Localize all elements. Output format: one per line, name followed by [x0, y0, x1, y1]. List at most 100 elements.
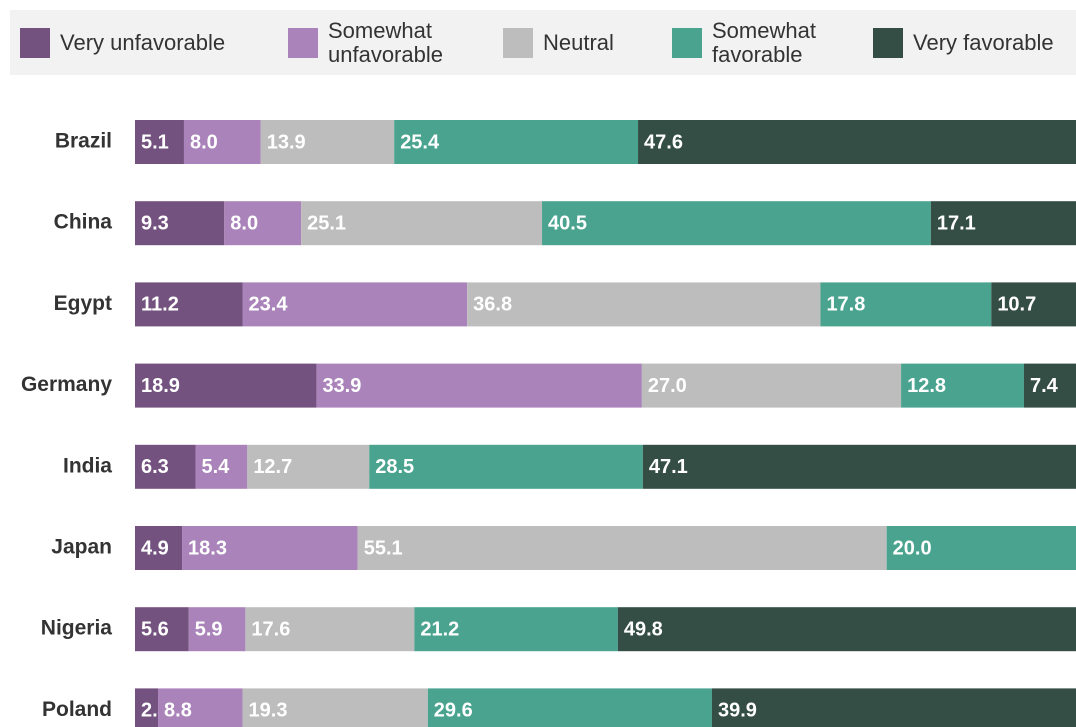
- value-label: 18.9: [141, 375, 180, 397]
- bar-segment: [711, 688, 1076, 727]
- value-label: 36.8: [473, 294, 512, 316]
- bar-segment: [158, 688, 243, 727]
- value-label: 13.9: [267, 131, 306, 153]
- bar-segment: [135, 607, 189, 652]
- legend-label: Very unfavorable: [60, 29, 226, 55]
- bar-segment: [427, 688, 712, 727]
- bar-segment: [901, 363, 1024, 408]
- legend-swatch: [503, 27, 533, 58]
- category-label: India: [63, 454, 112, 477]
- bar-segment: [617, 607, 1076, 652]
- value-label: 7.4: [1030, 375, 1059, 397]
- value-label: 8.8: [164, 700, 192, 722]
- bar-segment: [467, 282, 821, 327]
- value-label: 27.0: [648, 375, 687, 397]
- value-label: 49.8: [624, 618, 663, 640]
- bar-segment: [886, 526, 1076, 570]
- value-label: 5.6: [141, 618, 169, 640]
- bar-segment: [135, 526, 183, 570]
- value-label: 40.5: [548, 212, 587, 234]
- bar-segment: [642, 444, 1076, 489]
- value-label: 12.7: [253, 456, 292, 478]
- bar-segment: [195, 444, 248, 489]
- legend-item: Somewhat unfavorable: [288, 10, 443, 75]
- bar-segment: [224, 201, 302, 246]
- category-label: Japan: [51, 536, 112, 559]
- legend-item: Neutral: [503, 10, 623, 75]
- value-label: 5.9: [195, 618, 223, 640]
- value-label: 25.1: [307, 212, 346, 234]
- bar-segment: [930, 201, 1076, 246]
- bar-segment: [135, 688, 159, 727]
- bar-segment: [991, 282, 1076, 327]
- value-label: 28.5: [375, 456, 414, 478]
- bar-segment: [641, 363, 902, 408]
- bar-segment: [638, 120, 1076, 164]
- bar-segment: [242, 688, 428, 727]
- bar-segment: [357, 526, 887, 570]
- value-label: 10.7: [997, 294, 1036, 316]
- value-label: 25.4: [400, 131, 440, 153]
- value-label: 47.1: [649, 456, 688, 478]
- bar-segment: [301, 201, 543, 246]
- legend-swatch: [20, 27, 50, 58]
- bar-segment: [242, 282, 468, 327]
- value-label: 17.8: [826, 294, 865, 316]
- category-label: Egypt: [54, 292, 112, 315]
- value-label: 11.2: [141, 294, 179, 316]
- value-label: 23.4: [249, 294, 289, 316]
- bar-segment: [820, 282, 992, 327]
- legend: Very unfavorable Somewhat unfavorable Neut…: [10, 10, 1076, 75]
- bar-segment: [414, 607, 618, 652]
- value-label: 17.6: [251, 618, 290, 640]
- value-label: 6.3: [141, 456, 169, 478]
- bar-segment: [316, 363, 642, 408]
- legend-label: Somewhat favorable: [712, 17, 816, 67]
- bar-segment: [247, 444, 370, 489]
- value-label: 19.3: [249, 700, 288, 722]
- bar-segment: [245, 607, 415, 652]
- value-label: 21.2: [420, 618, 459, 640]
- legend-swatch: [288, 27, 318, 58]
- bar-segment: [135, 444, 196, 489]
- category-label: Nigeria: [41, 617, 113, 640]
- bar-segment: [369, 444, 643, 489]
- bar-segment: [182, 526, 358, 570]
- bar-segment: [260, 120, 395, 164]
- category-label: Poland: [42, 698, 112, 721]
- legend-item: Very unfavorable: [20, 10, 250, 75]
- value-label: 29.6: [434, 700, 473, 722]
- value-label: 18.3: [188, 537, 227, 559]
- value-label: 39.9: [718, 700, 757, 722]
- bar-segment: [542, 201, 931, 246]
- value-label: 8.0: [230, 212, 258, 234]
- category-label: Germany: [21, 373, 112, 396]
- value-label: 55.1: [364, 537, 403, 559]
- value-label: 5.4: [201, 456, 230, 478]
- bar-segment: [135, 201, 225, 246]
- legend-label: Very favorable: [913, 29, 1054, 55]
- value-label: 33.9: [322, 375, 361, 397]
- value-label: 4.9: [141, 537, 169, 559]
- bar-segment: [135, 120, 184, 164]
- bar-segment: [183, 120, 261, 164]
- category-label: China: [54, 211, 113, 234]
- legend-swatch: [672, 27, 702, 58]
- value-label: 17.1: [937, 212, 976, 234]
- value-label: 9.3: [141, 212, 169, 234]
- category-label: Brazil: [55, 130, 112, 153]
- legend-item: Very favorable: [873, 10, 1073, 75]
- value-label: 20.0: [893, 537, 932, 559]
- bar-segment: [135, 363, 317, 408]
- legend-item: Somewhat favorable: [672, 10, 822, 75]
- bar-segment: [135, 282, 243, 327]
- bar-segment: [394, 120, 639, 164]
- value-label: 47.6: [644, 131, 683, 153]
- bar-segment: [188, 607, 246, 652]
- bar-segment: [1023, 363, 1076, 408]
- legend-label: Somewhat unfavorable: [328, 17, 443, 67]
- legend-swatch: [873, 27, 903, 58]
- value-label: 8.0: [190, 131, 218, 153]
